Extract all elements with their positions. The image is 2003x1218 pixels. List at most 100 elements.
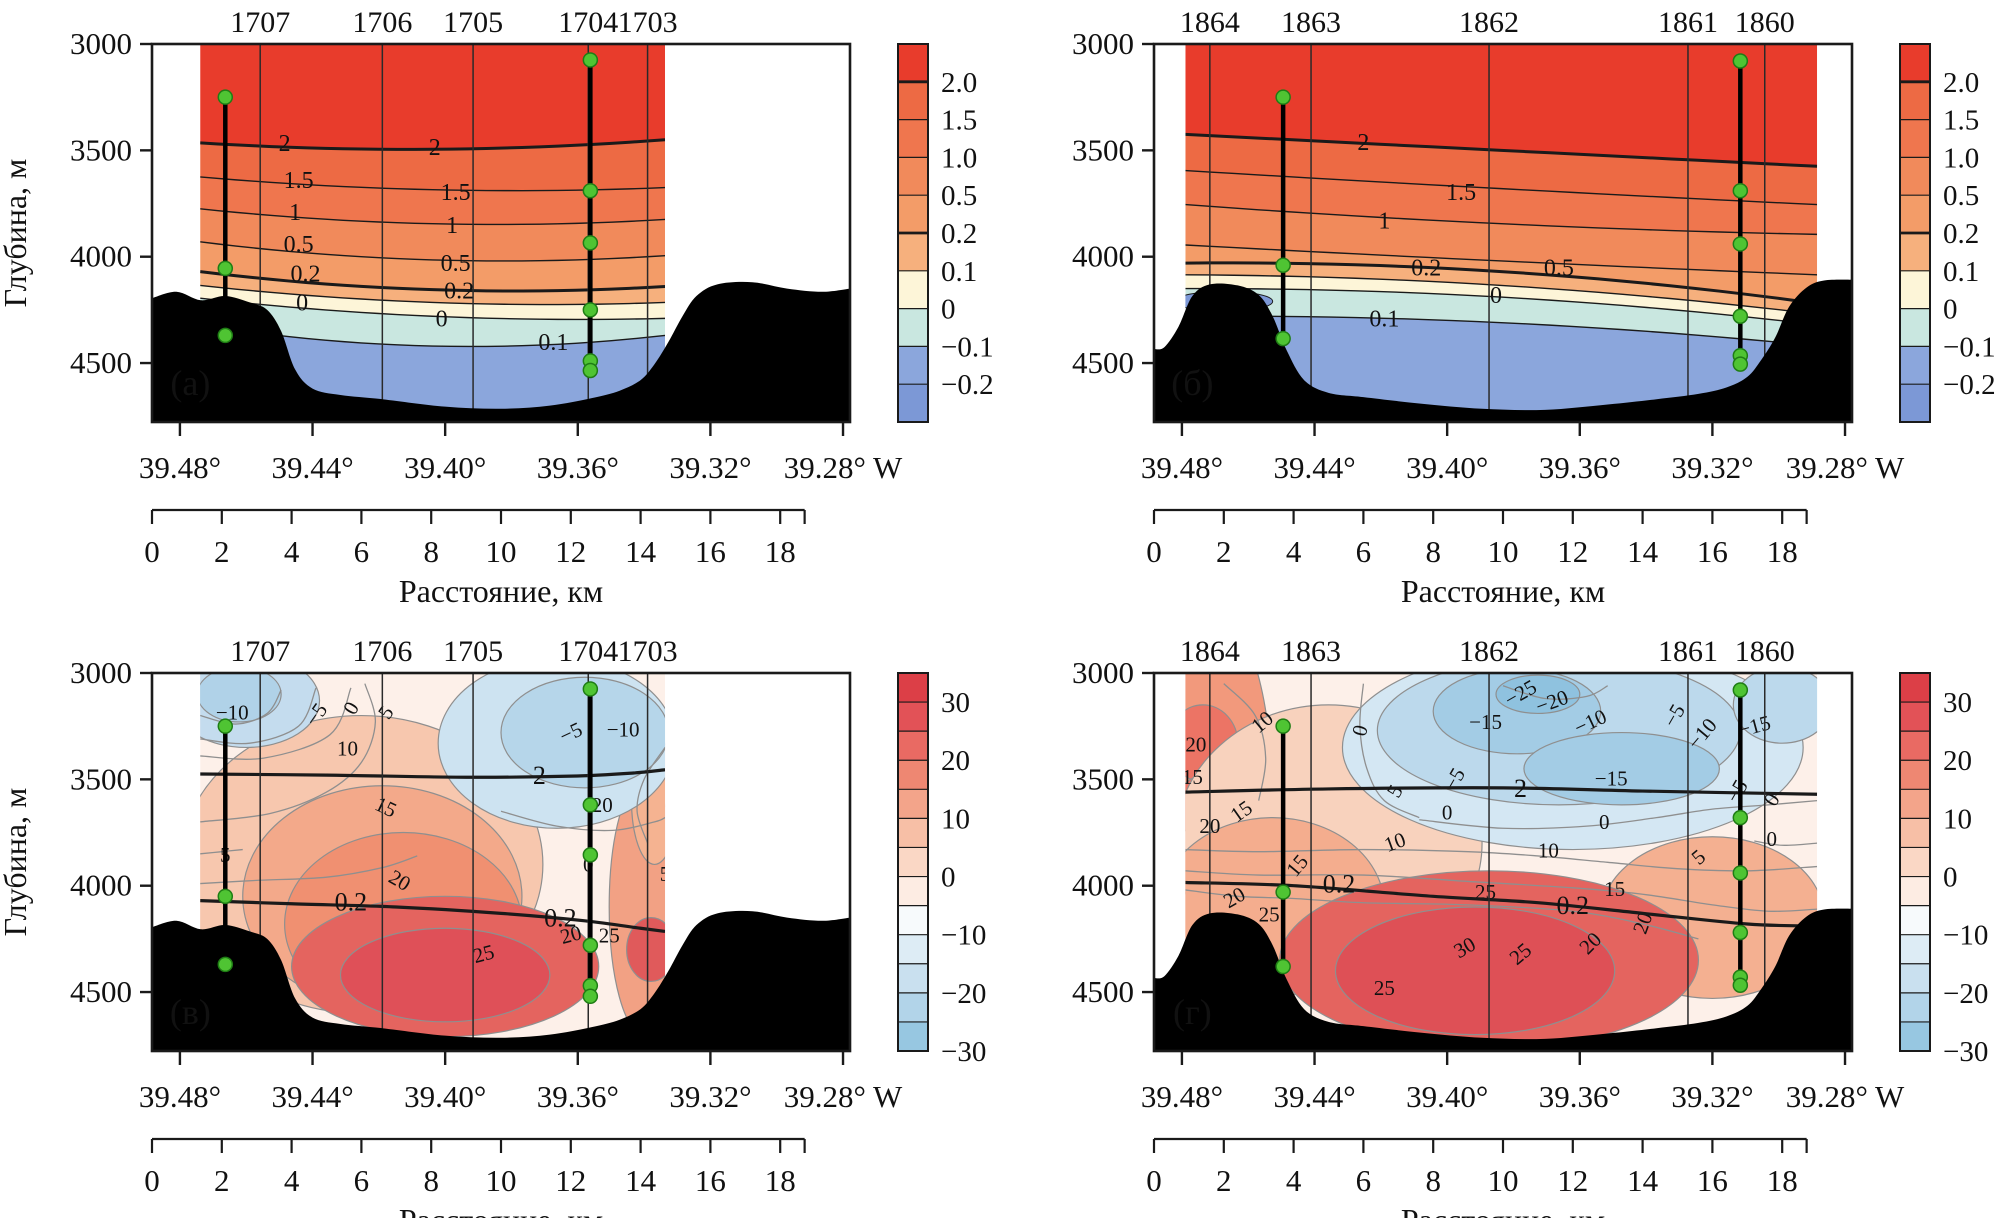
colorbar-segment — [1900, 1021, 1930, 1052]
colorbar-label: −20 — [1943, 978, 1988, 1010]
contour-label: 0 — [1766, 827, 1777, 851]
anomaly-blob — [1495, 674, 1581, 715]
depth-tick-label: 4000 — [70, 868, 132, 903]
colorbar-segment — [898, 905, 928, 936]
colorbar-label: 1.0 — [941, 142, 977, 174]
colorbar-label: −0.2 — [1943, 369, 1996, 401]
longitude-tick-label: 39.48° — [139, 1079, 221, 1114]
isotherm-band — [1185, 134, 1818, 205]
isotherm-band — [200, 271, 666, 305]
panel-label: (в) — [170, 992, 211, 1032]
colorbar-segment — [898, 233, 928, 272]
depth-tick-label: 3500 — [70, 761, 132, 796]
anomaly-blob — [1523, 731, 1720, 806]
distance-tick-label: 16 — [1697, 1163, 1728, 1198]
sample-dot — [217, 260, 234, 277]
anomaly-contour — [1223, 683, 1267, 801]
distance-tick-label: 4 — [1286, 1163, 1302, 1198]
sample-dot — [1732, 356, 1749, 372]
distance-tick-label: 0 — [144, 534, 160, 569]
distance-tick-label: 6 — [354, 1163, 370, 1198]
contour-label: 0.1 — [538, 330, 568, 356]
anomaly-contour — [500, 810, 666, 832]
isotherm-band — [200, 208, 666, 261]
anomaly-blob — [500, 676, 666, 789]
anomaly-contour — [200, 855, 418, 885]
station-label: 1704 — [558, 635, 618, 668]
plot-frame — [150, 671, 852, 1053]
sample-dot — [582, 362, 599, 379]
station-label: 1862 — [1459, 635, 1519, 668]
longitude-tick-label: 39.40° — [404, 450, 486, 485]
colorbar-segment — [898, 1021, 928, 1052]
anomaly-contour — [1502, 685, 1609, 700]
colorbar-segment — [898, 789, 928, 819]
colorbar-segment — [1900, 673, 1930, 703]
isotherm-band — [1185, 245, 1818, 304]
isotherm-line — [1185, 132, 1818, 168]
contour-label: 20 — [1185, 732, 1206, 756]
station-label: 1864 — [1180, 635, 1240, 668]
sample-dot — [1275, 330, 1291, 347]
contour-label: 0 — [1442, 800, 1453, 824]
contour-label: 10 — [337, 737, 358, 761]
longitude-tick-label: 39.32° — [1671, 450, 1753, 485]
contour-label: 15 — [1182, 765, 1203, 789]
colorbar-segment — [898, 760, 928, 790]
longitude-tick-label: 39.40° — [404, 1079, 486, 1114]
colorbar-segment — [898, 270, 928, 310]
sample-dot — [582, 52, 599, 68]
isotherm-line — [1185, 261, 1818, 305]
isotherm-band — [200, 139, 666, 191]
contour-label: 0.5 — [1544, 255, 1574, 281]
station-label: 1864 — [1180, 6, 1240, 39]
distance-tick-label: 18 — [765, 534, 796, 569]
anomaly-contour — [1754, 840, 1818, 846]
distance-tick-label: 6 — [354, 534, 370, 569]
isotherm-band — [200, 176, 666, 225]
sample-dot — [1732, 924, 1749, 941]
longitude-tick-label: 39.48° — [1141, 1079, 1223, 1114]
distance-tick-label: 18 — [765, 1163, 796, 1198]
station-label: 1863 — [1281, 635, 1341, 668]
contour-label: 1 — [446, 213, 458, 239]
isotherm-line — [1185, 169, 1818, 206]
distance-tick-label: 10 — [486, 1163, 517, 1198]
longitude-tick-label: 39.32° — [669, 450, 751, 485]
longitude-tick-label: 39.32° — [669, 1079, 751, 1114]
longitude-tick-label: 39.28° W — [1786, 1079, 1905, 1114]
sample-dot — [1275, 958, 1291, 975]
station-label: 1860 — [1735, 635, 1795, 668]
sample-dot — [582, 988, 599, 1005]
longitude-tick-label: 39.36° — [1539, 1079, 1621, 1114]
distance-tick-label: 2 — [214, 1163, 230, 1198]
isotherm-line — [1185, 244, 1818, 276]
colorbar-frame — [897, 672, 929, 1052]
station-label: 1707 — [230, 6, 290, 39]
contour-label: 5 — [660, 862, 671, 886]
station-label: 1704 — [558, 6, 618, 39]
contour-label: 0.5 — [284, 232, 314, 258]
plot-frame — [1152, 671, 1854, 1053]
colorbar-label: −30 — [1943, 1036, 1988, 1068]
sample-dot — [582, 183, 599, 199]
colorbar-label: 1.0 — [1943, 142, 1979, 174]
colorbar-label: −0.2 — [941, 369, 994, 401]
contour-label: 1.5 — [1446, 180, 1476, 206]
longitude-tick-label: 39.28° W — [784, 1079, 903, 1114]
isotherm-overlay-label: 2 — [533, 761, 546, 790]
isotherm-overlay-line — [200, 898, 666, 934]
distance-tick-label: 12 — [555, 1163, 586, 1198]
colorbar-label: 0.1 — [941, 256, 977, 288]
colorbar-segment — [1900, 270, 1930, 310]
contour-label: 0 — [1490, 283, 1502, 309]
station-label: 1707 — [230, 635, 290, 668]
sample-dot — [1732, 308, 1749, 325]
colorbar-label: 0 — [941, 294, 956, 326]
colorbar-segment — [1900, 157, 1930, 196]
distance-tick-label: 4 — [284, 1163, 300, 1198]
depth-axis-title: Глубина, м — [0, 159, 33, 308]
colorbar-label: 0.2 — [1943, 218, 1979, 250]
contour-label: 20 — [592, 793, 613, 817]
